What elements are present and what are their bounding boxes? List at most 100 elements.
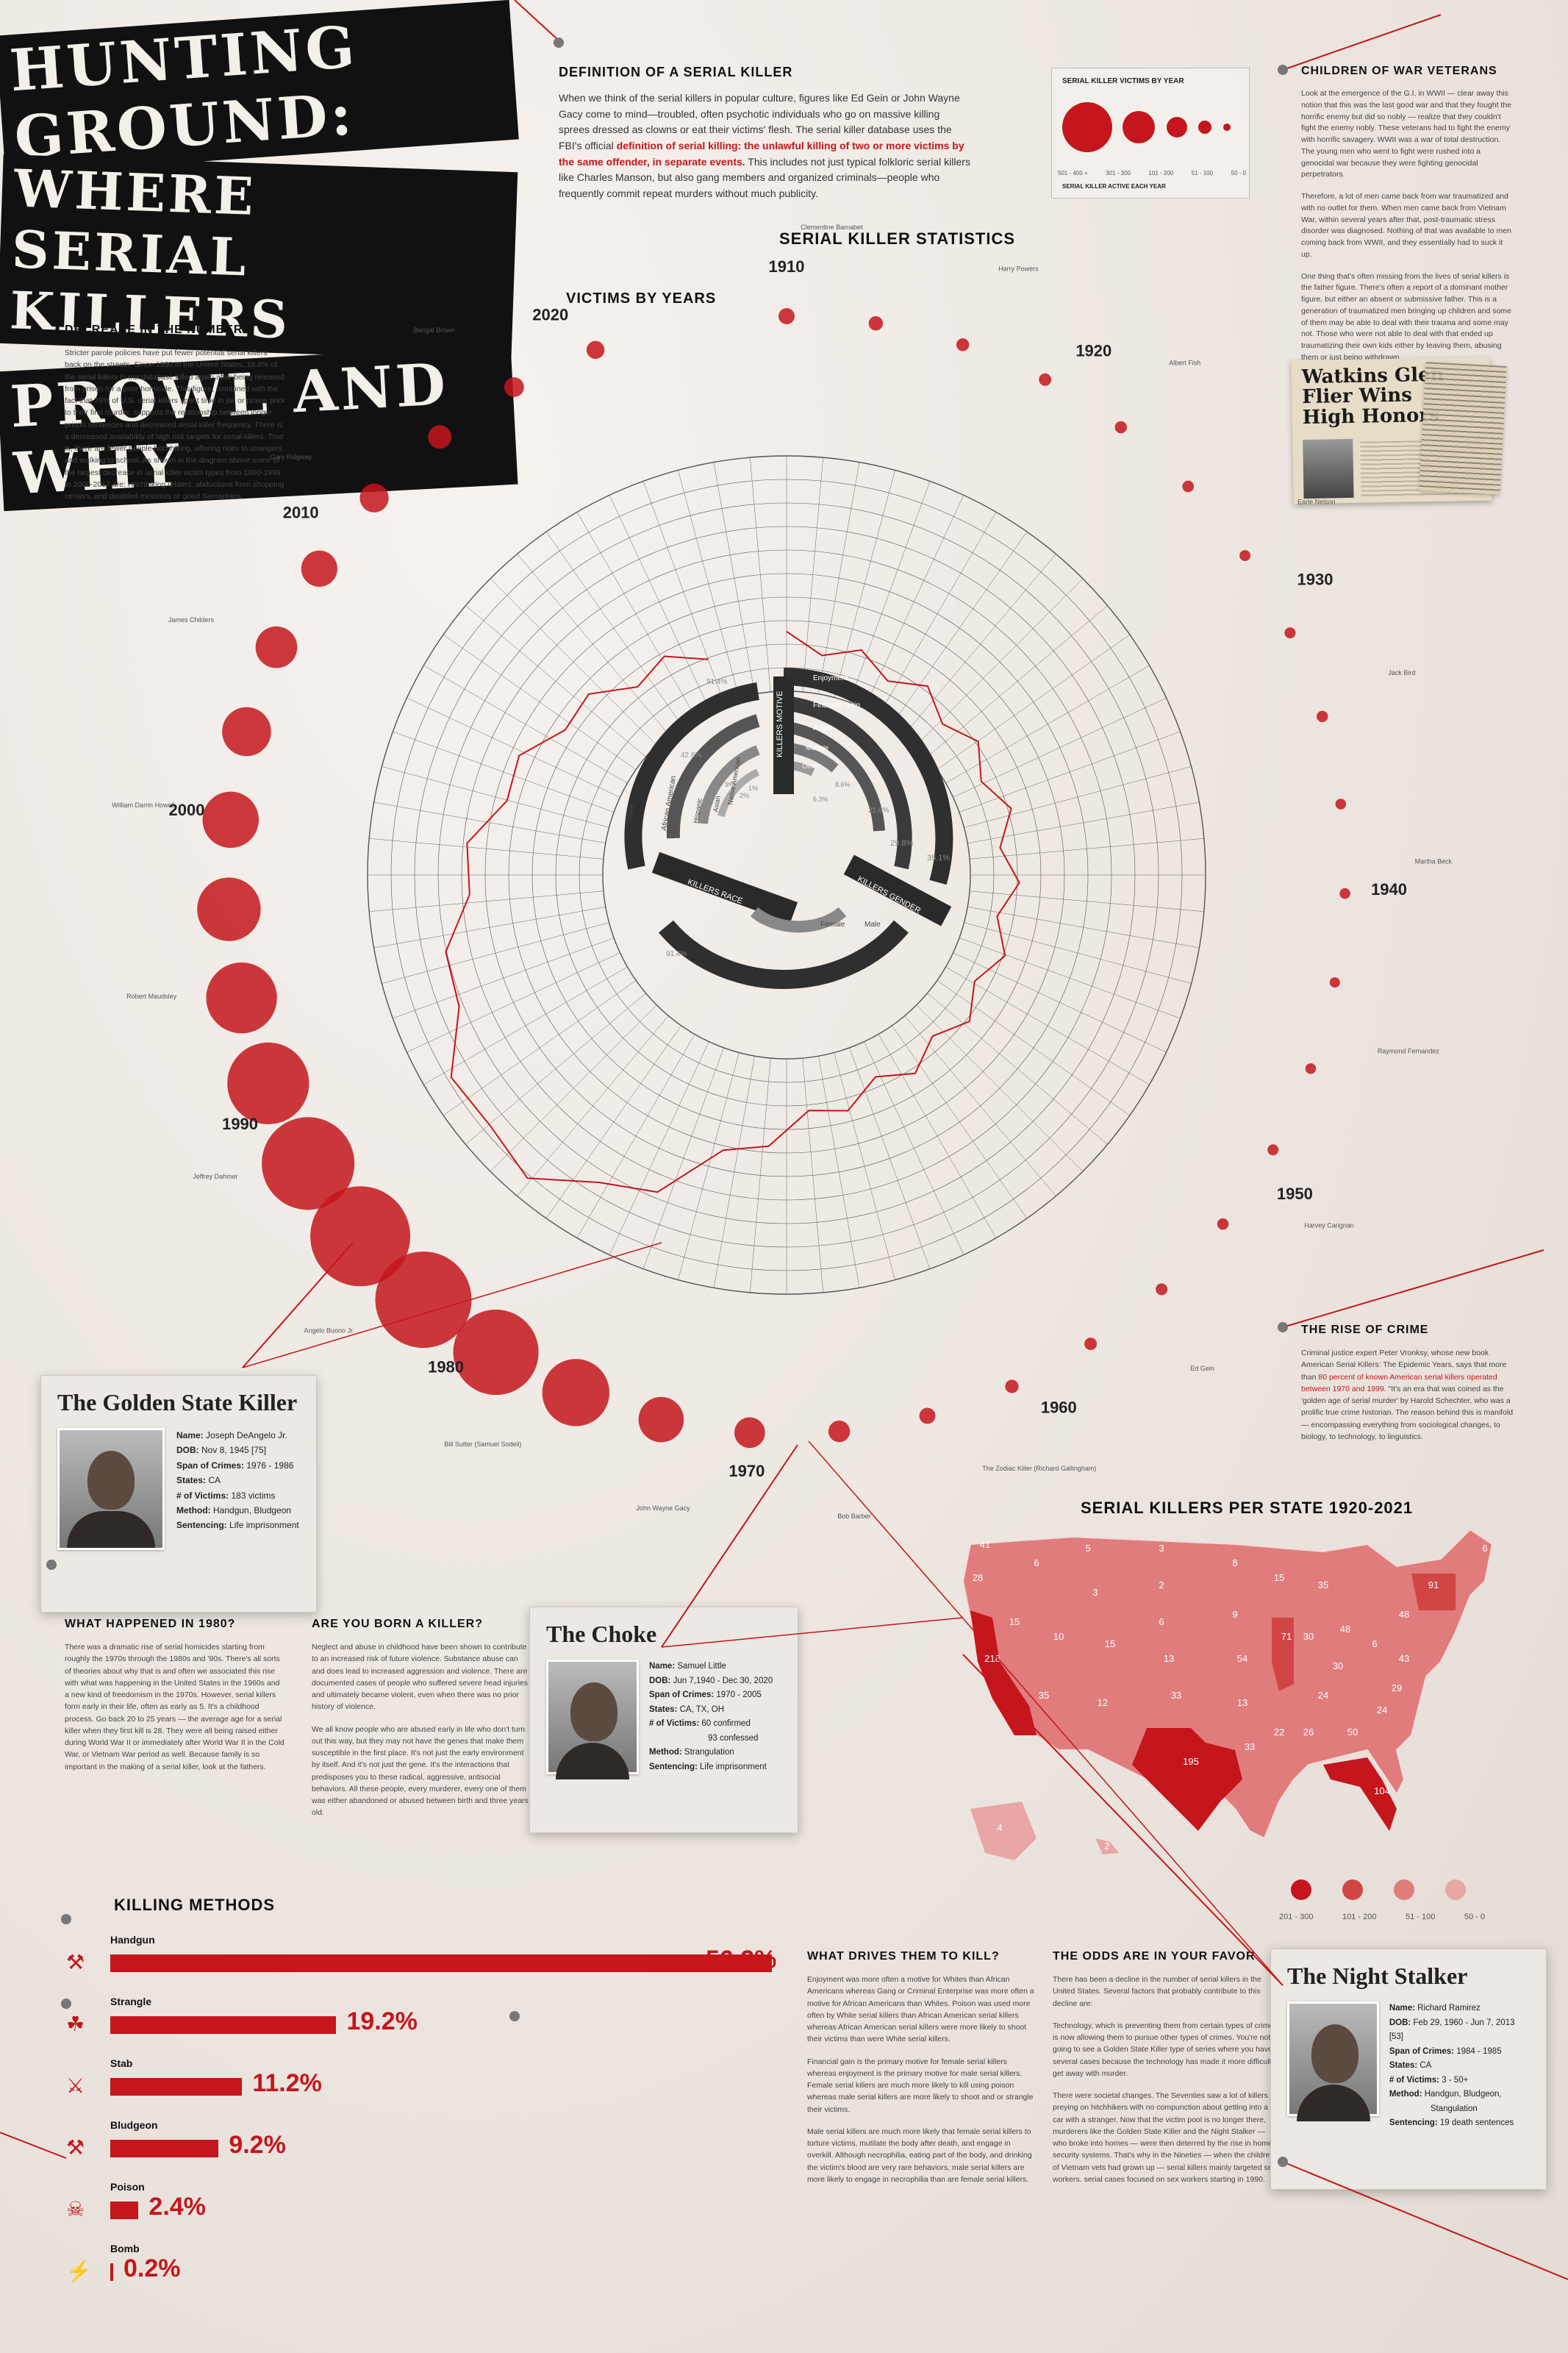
grid-spoke — [465, 605, 646, 757]
method-value: 9.2% — [229, 2131, 286, 2159]
choke-info: Name: Samuel Little DOB: Jun 7,1940 - De… — [649, 1660, 773, 1774]
grid-spoke — [490, 578, 657, 746]
grid-spoke — [382, 766, 609, 828]
method-icon: ⚒ — [66, 1951, 85, 1974]
year-circle — [1305, 1063, 1317, 1074]
legend-labels: 501 - 400 + 301 - 300 101 - 200 51 - 100… — [1058, 170, 1246, 176]
definition-text-b: This includes not just typical folkloric… — [559, 155, 970, 200]
killer-name: John Wayne Gacy — [636, 1504, 690, 1512]
year-circle — [301, 550, 337, 587]
decade-label: 2020 — [532, 306, 568, 324]
the-choke-card[interactable]: The Choke Name: Samuel Little DOB: Jun 7… — [529, 1607, 798, 1833]
year-circle — [428, 425, 452, 449]
state-value-oh: 48 — [1340, 1624, 1350, 1635]
victims-line — [445, 630, 1020, 1193]
year-circle — [828, 1420, 851, 1443]
state-value-ga: 50 — [1347, 1727, 1358, 1738]
golden-state-sentencing: Life imprisonment — [229, 1520, 299, 1531]
victims-heading: VICTIMS BY YEARS — [566, 290, 717, 307]
method-icon: ⚡ — [66, 2260, 92, 2282]
grid-spoke — [802, 457, 823, 692]
grid-spoke — [953, 952, 1167, 1053]
method-label: Bomb — [110, 2243, 140, 2254]
grid-spoke — [750, 1058, 771, 1293]
killer-name: Bob Barber — [837, 1513, 871, 1520]
year-circle — [1317, 710, 1328, 723]
night-stalker-title: The Night Stalker — [1287, 1963, 1468, 1989]
killer-name: Ed Gein — [1190, 1365, 1214, 1372]
grid-spoke — [609, 495, 709, 709]
race-ring — [624, 682, 798, 924]
state-value-fl: 104 — [1374, 1785, 1390, 1796]
gender-item-2: Female — [820, 921, 845, 929]
state-value-tx: 195 — [1183, 1756, 1199, 1767]
grid-spoke — [713, 1056, 755, 1288]
state-value-sc: 24 — [1377, 1704, 1387, 1715]
label-dob: DOB: — [176, 1445, 199, 1456]
decade-label: 2010 — [283, 503, 319, 521]
method-label: Handgun — [110, 1934, 155, 1946]
grid-spoke — [443, 634, 637, 770]
race-item-1: White — [625, 804, 636, 824]
born-killer-section: ARE YOU BORN A KILLER? Neglect and abuse… — [312, 1618, 532, 1829]
decade-label: 1930 — [1297, 571, 1333, 589]
state-value-mo: 54 — [1237, 1653, 1247, 1664]
state-value-tn: 24 — [1318, 1690, 1328, 1701]
state-value-wy: 3 — [1092, 1587, 1098, 1598]
race-item-4: Asian — [712, 795, 722, 813]
what-1980-section: WHAT HAPPENED IN 1980? There was a drama… — [65, 1618, 285, 1783]
night-stalker-card[interactable]: The Night Stalker Name: Richard Ramirez … — [1270, 1949, 1547, 2190]
stats-heading: SERIAL KILLER STATISTICS — [779, 229, 1016, 248]
grid-spoke — [916, 1004, 1084, 1172]
method-value: 56.2% — [706, 1946, 777, 1974]
odds-p3: There were societal changes. The Seventi… — [1053, 2091, 1276, 2184]
year-circle — [1284, 627, 1296, 639]
motive-title: KILLERS MOTIVE — [776, 691, 784, 757]
grid-spoke — [970, 890, 1204, 912]
method-label: Poison — [110, 2181, 145, 2193]
year-circle — [1267, 1144, 1279, 1156]
state-value-nd: 3 — [1159, 1543, 1164, 1554]
grid-spoke — [878, 1034, 997, 1238]
method-value: 11.2% — [252, 2069, 322, 2097]
night-stalker-sentencing: 19 death sentences — [1439, 2118, 1514, 2128]
victims-radial-chart: 1910 1920 1930 1940 1950 1960 1970 1980 1990 2000… — [112, 224, 1453, 1520]
grid-spoke — [545, 1025, 681, 1219]
state-value-nc: 29 — [1392, 1682, 1402, 1693]
decade-label: 2000 — [169, 801, 205, 819]
grid-spoke — [443, 980, 637, 1116]
year-circle — [1084, 1338, 1098, 1351]
state-value-ca: 218 — [984, 1653, 1000, 1664]
race-value-1: 91.4% — [706, 678, 727, 686]
state-legend-3: 51 - 100 — [1405, 1913, 1436, 1921]
grid-spoke — [959, 731, 1181, 813]
method-icon: ⚒ — [66, 2136, 85, 2159]
year-circle — [453, 1309, 539, 1396]
year-circle — [255, 626, 298, 668]
golden-state-killer-card[interactable]: The Golden State Killer Name: Joseph DeA… — [40, 1375, 317, 1613]
night-stalker-span: 1984 - 1985 — [1456, 2046, 1502, 2056]
rise-crime-text-red: 80 percent of known American serial kill… — [1301, 1372, 1497, 1393]
victims-legend: SERIAL KILLER VICTIMS BY YEAR 501 - 400 … — [1051, 68, 1250, 199]
year-circle — [1156, 1283, 1168, 1296]
killer-name: Bengal Brown — [414, 326, 455, 334]
definition-text-red: definition of serial killing: the unlawf… — [559, 140, 964, 168]
method-value: 0.2% — [123, 2254, 181, 2282]
label-dob: DOB: — [1389, 2018, 1411, 2027]
grid-spoke — [517, 1015, 669, 1196]
killer-name: Harry Powers — [998, 265, 1039, 272]
killer-name: Martha Beck — [1415, 858, 1453, 865]
odds-heading: THE ODDS ARE IN YOUR FAVOR — [1053, 1950, 1256, 1963]
legend-footer: SERIAL KILLER ACTIVE EACH YEAR — [1062, 183, 1166, 190]
label-span: Span of Crimes: — [1389, 2046, 1454, 2056]
choke-photo — [546, 1660, 639, 1779]
method-value: 2.4% — [148, 2193, 206, 2221]
grid-spoke — [967, 907, 1200, 949]
year-circle — [1114, 421, 1128, 434]
grid-spoke — [904, 554, 1056, 735]
race-value-5: 1% — [748, 785, 758, 792]
what-1980-text: There was a dramatic rise of serial homi… — [65, 1643, 284, 1771]
year-circle — [227, 1042, 309, 1124]
motive-value-4: 8.6% — [835, 781, 851, 788]
choke-victims-2: 93 confessed — [708, 1733, 759, 1743]
